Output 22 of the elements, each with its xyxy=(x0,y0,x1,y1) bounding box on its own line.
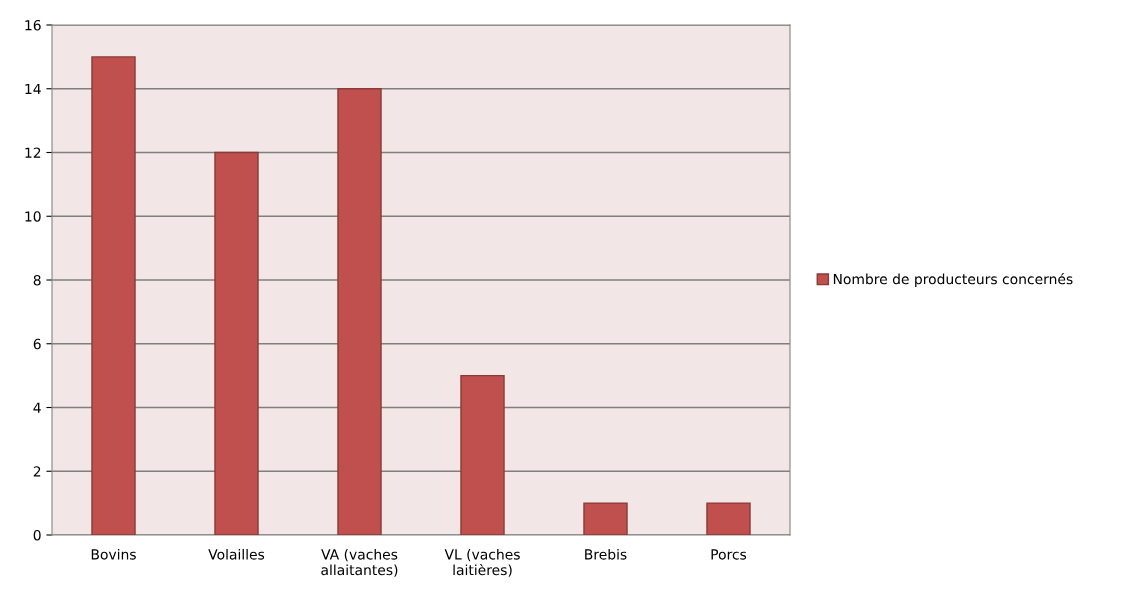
x-tick-label: Brebis xyxy=(585,548,627,560)
x-tick-label: Bovins xyxy=(91,548,136,560)
y-tick-label: 12 xyxy=(25,147,41,158)
bar xyxy=(583,502,628,535)
x-tick-label: Porcs xyxy=(711,549,747,560)
x-tick-label: VA (vaches allaitantes) xyxy=(321,548,398,577)
y-tick-label: 8 xyxy=(33,274,41,286)
y-tick-label: 4 xyxy=(33,402,41,413)
y-tick-label: 6 xyxy=(33,338,41,350)
y-tick-label: 16 xyxy=(25,19,41,31)
y-tick-label: 2 xyxy=(33,466,41,477)
bar xyxy=(214,151,259,535)
y-tick-label: 0 xyxy=(33,529,41,541)
x-tick-label: VL (vaches laitières) xyxy=(444,548,520,577)
bar xyxy=(460,374,505,535)
bar xyxy=(337,88,382,535)
x-tick-label: Volailles xyxy=(208,548,265,560)
legend-label: Nombre de producteurs concernés xyxy=(833,273,1073,287)
bar xyxy=(706,502,751,535)
y-tick-label: 10 xyxy=(25,211,41,222)
bar xyxy=(91,56,136,535)
y-tick-label: 14 xyxy=(25,83,41,95)
